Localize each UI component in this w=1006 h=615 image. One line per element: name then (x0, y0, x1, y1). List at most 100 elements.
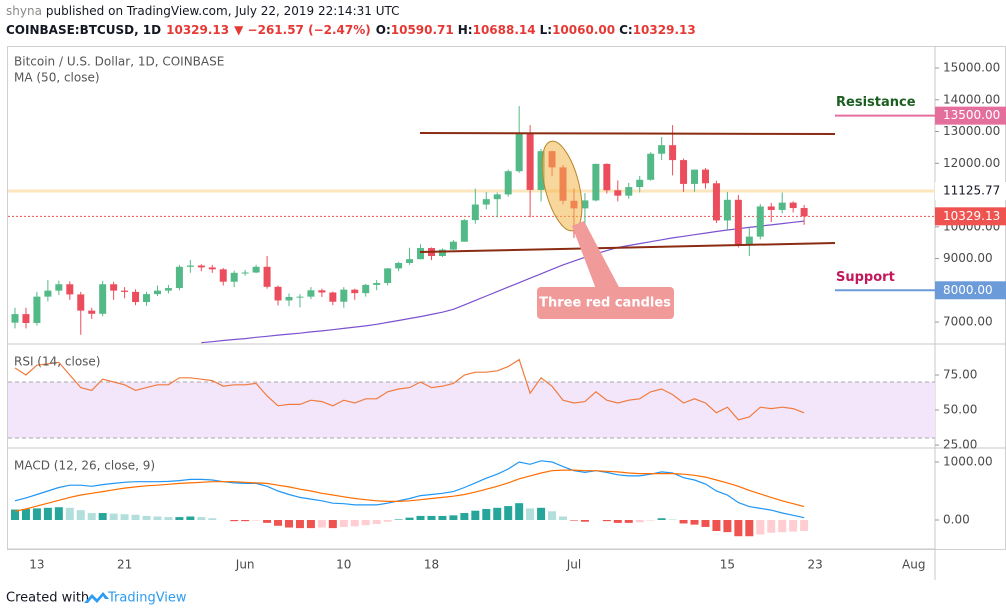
candle-body (734, 199, 742, 245)
histogram-bar (350, 519, 359, 527)
histogram-bar (646, 519, 655, 521)
rsi-line (14, 358, 805, 421)
histogram-bar (734, 519, 743, 537)
candle-body (395, 262, 403, 269)
histogram-bar (285, 519, 293, 528)
candle-body (373, 282, 381, 285)
level-name: Resistance (836, 95, 916, 110)
candle-body (318, 290, 326, 293)
histogram-bar (515, 503, 524, 520)
histogram-bar (504, 506, 513, 520)
histogram-bar (328, 519, 337, 529)
histogram-bar (54, 507, 63, 520)
x-tick-label: 15 (720, 558, 735, 572)
candle-body (526, 133, 534, 190)
author: shyna (6, 4, 42, 18)
histogram-bar (405, 517, 414, 520)
candle-body (121, 290, 129, 292)
candle-body (66, 284, 74, 295)
histogram-bar (230, 519, 239, 522)
plot-layer: 7000.008000.009000.0010000.0011000.00120… (8, 61, 1006, 572)
candle-body (789, 202, 797, 209)
level-name: Support (836, 270, 895, 285)
histogram-bar (624, 519, 633, 523)
callout-pointer (572, 221, 620, 289)
candle-body (362, 284, 370, 294)
histogram-bar (537, 507, 546, 520)
candle-body (307, 290, 315, 297)
histogram-bar (657, 518, 666, 520)
level-tag (935, 281, 1006, 300)
candle-body (406, 259, 414, 263)
candle-body (88, 310, 96, 314)
histogram-bar (120, 514, 129, 520)
candle-body (438, 249, 446, 256)
footer-created: Created with (6, 591, 89, 606)
histogram-bar (317, 519, 326, 528)
candle-body (767, 206, 775, 210)
highlight-ellipse (541, 140, 583, 232)
histogram-bar (98, 513, 107, 520)
y-tick-label: 12000.00 (943, 156, 1000, 170)
candle-body (219, 269, 227, 282)
candle-body (680, 160, 688, 184)
histogram-bar (153, 516, 162, 520)
histogram-bar (526, 508, 535, 520)
histogram-bar (186, 516, 195, 520)
rsi-band (8, 381, 935, 439)
candle-body (197, 265, 205, 268)
candle-body (208, 267, 216, 270)
histogram-bar (778, 519, 787, 533)
histogram-bar (274, 519, 283, 526)
ohlc-key: C: (619, 23, 633, 37)
y-tick-label: 15000.00 (943, 61, 1000, 75)
candle-body (471, 204, 479, 221)
candle-body (22, 314, 30, 323)
histogram-bar (668, 519, 677, 520)
histogram-bar (109, 513, 118, 520)
histogram-bar (339, 519, 348, 527)
histogram-bar (383, 519, 392, 522)
y-tick-label: 13000.00 (943, 124, 1000, 138)
x-tick-label: 18 (424, 558, 439, 572)
histogram-bar (11, 509, 19, 520)
histogram-bar (548, 511, 557, 520)
ohlc-value: 10329.13 (633, 23, 696, 37)
macd-title: MACD (12, 26, close, 9) (14, 459, 155, 473)
symbol: COINBASE:BTCUSD, 1D (6, 23, 161, 37)
histogram-bar (175, 517, 184, 520)
candle-body (33, 296, 41, 323)
histogram-bar (613, 519, 622, 523)
level-tag-label: 8000.00 (943, 283, 993, 297)
candle-body (482, 199, 490, 205)
x-tick-label: 21 (117, 558, 132, 572)
candle-body (44, 290, 52, 297)
y-tick-label: 9000.00 (943, 251, 993, 265)
last-price: 10329.13 (166, 23, 229, 37)
candle-body (340, 289, 348, 302)
histogram-bar (690, 519, 699, 525)
candle-body (285, 296, 293, 301)
footer-brand: TradingView (107, 591, 187, 606)
histogram-bar (482, 508, 491, 520)
y-tick-label: 0.00 (943, 512, 970, 526)
publish-line: shyna published on TradingView.com, July … (6, 4, 399, 18)
y-tick-label: 75.00 (943, 367, 977, 381)
candle-body (263, 266, 271, 287)
histogram-bar (449, 515, 458, 520)
symbol-line: COINBASE:BTCUSD, 1D 10329.13 ▼ −261.57 (−2… (6, 23, 696, 37)
support-trendline (419, 242, 836, 253)
histogram-bar (394, 519, 403, 520)
candle-body (701, 169, 709, 184)
histogram-bar (679, 519, 688, 524)
histogram-bar (712, 519, 721, 532)
ohlc-value: 10688.14 (473, 23, 536, 37)
candle-body (592, 163, 600, 201)
resistance-trendline (419, 132, 836, 135)
histogram-bar (87, 513, 96, 520)
histogram-bar (723, 519, 732, 533)
x-tick-label: Aug (902, 558, 925, 572)
candle-body (723, 199, 731, 221)
